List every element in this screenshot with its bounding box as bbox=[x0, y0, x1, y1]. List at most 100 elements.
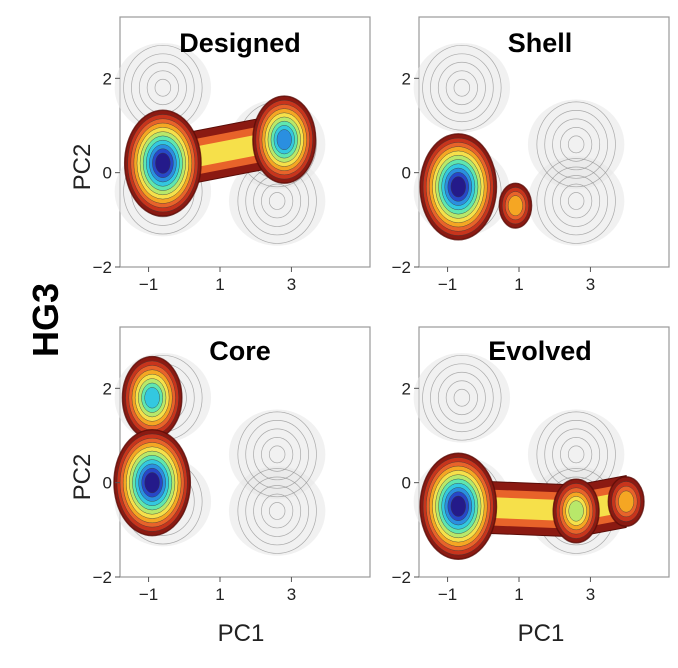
background-contour bbox=[445, 70, 478, 106]
background-contour bbox=[437, 371, 486, 424]
x-tick-label: 1 bbox=[215, 275, 224, 294]
background-contour bbox=[430, 363, 494, 433]
density-contours bbox=[413, 352, 645, 560]
background-contour bbox=[552, 118, 601, 171]
plot-frame bbox=[119, 326, 371, 578]
axis-ticks: −1 1 3 −2 0 2 bbox=[93, 69, 297, 294]
background-contour bbox=[245, 420, 309, 489]
y-tick-label: 2 bbox=[402, 69, 411, 88]
background-contour bbox=[445, 380, 478, 416]
y-tick-label: 0 bbox=[103, 164, 112, 183]
y-tick-label: 0 bbox=[402, 164, 411, 183]
background-contour bbox=[146, 70, 179, 106]
row-label: HG3 bbox=[25, 283, 66, 357]
background-contour bbox=[430, 53, 494, 123]
background-contour bbox=[544, 166, 608, 236]
x-tick-label: 1 bbox=[514, 275, 523, 294]
background-contour bbox=[253, 428, 302, 481]
background-density-fill bbox=[228, 156, 326, 246]
y-tick-label: −2 bbox=[392, 568, 411, 587]
background-density-fill bbox=[228, 466, 326, 556]
y-tick-label: −2 bbox=[392, 258, 411, 277]
background-contour bbox=[261, 183, 294, 219]
background-contour bbox=[567, 445, 585, 464]
plot-frame bbox=[119, 16, 371, 268]
y-tick-label: 0 bbox=[402, 474, 411, 493]
background-density-fill bbox=[413, 352, 511, 443]
density-contours bbox=[413, 42, 625, 246]
x-tick-label: −1 bbox=[139, 585, 158, 604]
x-tick-label: 3 bbox=[586, 275, 595, 294]
y-tick-label: 0 bbox=[103, 474, 112, 493]
background-contour bbox=[536, 101, 616, 188]
y-tick-label: 2 bbox=[103, 379, 112, 398]
panel-shell: Shell −1 1 3 −2 0 2 bbox=[392, 16, 670, 294]
background-contour bbox=[245, 476, 309, 546]
density-level bbox=[507, 195, 523, 216]
density-level bbox=[618, 490, 635, 513]
x-tick-label: 1 bbox=[215, 585, 224, 604]
x-tick-label: −1 bbox=[438, 585, 457, 604]
background-contour bbox=[237, 468, 317, 554]
y-tick-label: 2 bbox=[103, 69, 112, 88]
background-contour bbox=[268, 445, 286, 464]
panel-title: Evolved bbox=[488, 336, 592, 366]
background-contour bbox=[261, 493, 294, 529]
background-contour bbox=[261, 437, 294, 472]
density-level bbox=[276, 129, 292, 151]
x-tick-label: −1 bbox=[139, 275, 158, 294]
panel-title: Shell bbox=[508, 28, 573, 58]
axis-ticks: −1 1 3 −2 0 2 bbox=[392, 69, 596, 294]
background-contour bbox=[453, 78, 471, 97]
density-level bbox=[155, 152, 171, 174]
axis-ticks: −1 1 3 −2 0 2 bbox=[93, 379, 297, 604]
background-contour bbox=[437, 61, 486, 114]
background-contour bbox=[268, 192, 286, 210]
background-density-fill bbox=[114, 42, 212, 133]
density-contours bbox=[114, 42, 326, 246]
panel-designed: Designed −1 1 3 −2 0 2 PC2 bbox=[69, 16, 371, 294]
background-contour bbox=[544, 110, 608, 179]
background-contour bbox=[268, 502, 286, 520]
y-tick-label: −2 bbox=[93, 568, 112, 587]
background-contour bbox=[567, 192, 585, 210]
x-tick-label: 3 bbox=[287, 585, 296, 604]
panel-evolved: Evolved −1 1 3 −2 0 2 PC1 bbox=[392, 326, 670, 647]
background-density-fill bbox=[413, 42, 511, 133]
background-contour bbox=[567, 135, 585, 154]
x-tick-label: −1 bbox=[438, 275, 457, 294]
density-level bbox=[144, 387, 160, 409]
y-axis-label: PC2 bbox=[69, 454, 96, 501]
background-contour bbox=[253, 485, 302, 537]
density-level bbox=[568, 500, 584, 522]
background-contour bbox=[560, 437, 593, 472]
x-axis-label: PC1 bbox=[518, 620, 565, 647]
plot-frame bbox=[418, 326, 670, 578]
background-contour bbox=[560, 183, 593, 219]
background-contour bbox=[453, 388, 471, 407]
density-level bbox=[450, 495, 466, 517]
y-tick-label: −2 bbox=[93, 258, 112, 277]
x-tick-label: 3 bbox=[586, 585, 595, 604]
background-contour bbox=[422, 354, 502, 441]
panel-core: Core −1 1 3 −2 0 2 PC2 PC1 bbox=[69, 326, 371, 647]
background-contour bbox=[560, 127, 593, 162]
density-level bbox=[144, 472, 160, 494]
background-contour bbox=[237, 411, 317, 498]
x-tick-label: 3 bbox=[287, 275, 296, 294]
density-level bbox=[450, 176, 466, 198]
panel-title: Designed bbox=[179, 28, 301, 58]
x-axis-label: PC1 bbox=[218, 620, 265, 647]
plot-frame bbox=[418, 16, 670, 268]
x-tick-label: 1 bbox=[514, 585, 523, 604]
background-contour bbox=[154, 78, 172, 97]
axis-ticks: −1 1 3 −2 0 2 bbox=[392, 379, 596, 604]
background-density-fill bbox=[527, 156, 625, 246]
y-tick-label: 2 bbox=[402, 379, 411, 398]
panel-title: Core bbox=[209, 336, 271, 366]
density-contours bbox=[113, 352, 326, 556]
background-contour bbox=[422, 44, 502, 131]
y-axis-label: PC2 bbox=[69, 144, 96, 191]
background-contour bbox=[552, 175, 601, 227]
